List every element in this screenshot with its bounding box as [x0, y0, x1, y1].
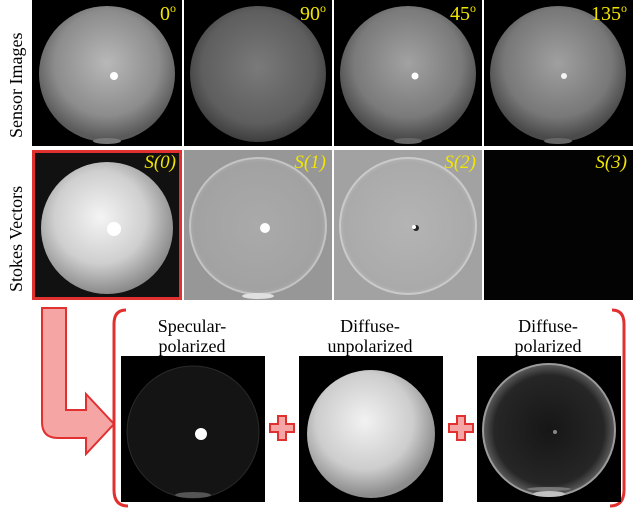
plus-icon: [269, 415, 295, 441]
row-label-sensor-images: Sensor Images: [6, 32, 26, 138]
stokes-label: S(2): [444, 152, 476, 173]
polarizer-angle-label: 135o: [591, 1, 627, 25]
stokes-label: S(3): [595, 152, 627, 173]
diffuse-polarized-image: [477, 356, 621, 502]
stokes-image-s0: S(0): [32, 150, 182, 300]
plus-icon: [448, 415, 474, 441]
polarizer-angle-label: 0o: [160, 1, 176, 25]
caption-diffuse-polarized: Diffuse- polarized: [514, 316, 582, 356]
sensor-image-45: 45o: [334, 0, 482, 146]
caption-diffuse-unpolarized: Diffuse- unpolarized: [327, 316, 413, 356]
stokes-image-s2: S(2): [334, 150, 482, 300]
specular-polarized-image: [121, 356, 265, 502]
sensor-image-0: 0o: [32, 0, 182, 146]
stokes-image-s1: S(1): [184, 150, 332, 300]
sensor-image-135: 135o: [484, 0, 633, 146]
polarizer-angle-label: 45o: [450, 1, 476, 25]
stokes-label: S(1): [294, 152, 326, 173]
stokes-image-s3: S(3): [484, 150, 633, 300]
sensor-image-90: 90o: [184, 0, 332, 146]
polarizer-angle-label: 90o: [300, 1, 326, 25]
stokes-label: S(0): [144, 152, 176, 173]
row-label-stokes-vectors: Stokes Vectors: [6, 185, 26, 292]
decomposition-arrow: [41, 307, 116, 456]
diffuse-unpolarized-image: [299, 356, 443, 502]
decomposition-brace: [112, 308, 626, 508]
caption-specular-polarized: Specular- polarized: [157, 316, 227, 356]
